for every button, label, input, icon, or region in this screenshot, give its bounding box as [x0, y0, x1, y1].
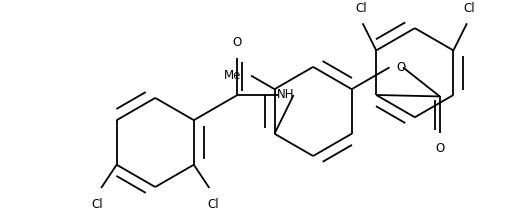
Text: Cl: Cl: [462, 2, 474, 15]
Text: O: O: [434, 142, 443, 155]
Text: O: O: [232, 36, 242, 49]
Text: Cl: Cl: [354, 2, 366, 15]
Text: O: O: [395, 61, 405, 74]
Text: NH: NH: [276, 89, 294, 102]
Text: Cl: Cl: [91, 198, 103, 211]
Text: Cl: Cl: [207, 198, 218, 211]
Text: Me: Me: [223, 69, 241, 82]
